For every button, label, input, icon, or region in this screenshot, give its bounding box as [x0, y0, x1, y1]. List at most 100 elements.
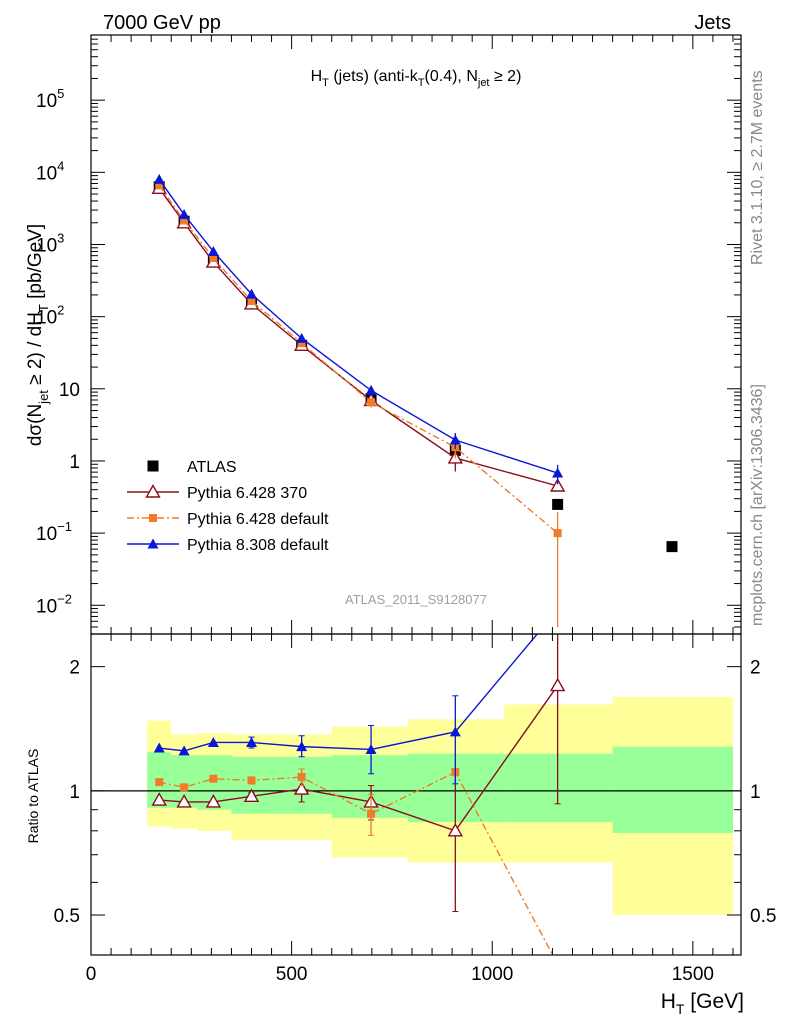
main-panel: 10−2 10−1 1 10 102 103 104 105 [36, 34, 742, 635]
data-point [247, 296, 256, 305]
ratio-point [178, 745, 190, 756]
legend-label: ATLAS [187, 459, 237, 476]
data-point [209, 253, 218, 262]
data-point [365, 384, 377, 395]
data-point [245, 288, 257, 299]
ratio-y-tick-label: 0.5 [54, 906, 80, 927]
ratio-series-2 [153, 634, 539, 785]
y-tick-label: 10−2 [36, 591, 72, 617]
ratio-point [205, 794, 222, 808]
legend-marker [149, 514, 157, 522]
data-point [207, 245, 219, 256]
ratio-y-tick-label-right: 2 [750, 658, 761, 679]
ratio-point [153, 742, 165, 753]
data-point [296, 332, 308, 343]
main-title-text: HT (jets) (anti-kT(0.4), Njet ≥ 2) [311, 68, 522, 89]
y-tick-label: 103 [36, 230, 64, 256]
series-line [158, 178, 558, 474]
ratio-line [159, 685, 559, 832]
ratio-point [151, 792, 167, 806]
ratio-point [449, 726, 461, 737]
band-green [231, 756, 272, 814]
main-series-2 [155, 181, 562, 628]
ratio-point [247, 776, 256, 785]
x-axis-title: HT [GeV] [661, 990, 744, 1017]
main-title: HT (jets) (anti-kT(0.4), Njet ≥ 2) [311, 68, 522, 89]
ratio-point [293, 781, 310, 795]
band-green [331, 755, 408, 818]
data-point [155, 181, 164, 190]
watermark: ATLAS_2011_S9128077 [345, 592, 487, 607]
ratio-point [365, 743, 377, 754]
ratio-area [91, 634, 741, 968]
ratio-panel: 0 500 1000 1500 0.5 0.5 1 1 2 2 [54, 633, 776, 985]
main-ylabel-text: dσ(Njet ≥ 2) / dHT [pb/GeV] [25, 224, 51, 446]
x-tick-label: 0 [86, 964, 97, 985]
ratio-point [554, 960, 562, 968]
y-tick-label: 102 [36, 303, 64, 329]
header-left: 7000 GeV pp [103, 12, 221, 34]
ratio-point [297, 773, 306, 782]
x-axis-title-text: HT [GeV] [661, 990, 744, 1017]
y-tick-label: 10−1 [36, 519, 72, 545]
ratio-point [209, 774, 218, 783]
ratio-ylabel: Ratio to ATLAS [25, 749, 41, 844]
legend: ATLAS Pythia 6.428 370 Pythia 6.428 defaul… [127, 459, 329, 554]
legend-entry: Pythia 6.428 370 [127, 484, 307, 502]
side-label-mcplots: mcplots.cern.ch [arXiv:1306.3436] [749, 384, 766, 626]
ratio-point [367, 809, 376, 818]
header: 7000 GeV pp Jets Rivet 3.1.10, ≥ 2.7M ev… [103, 12, 766, 626]
legend-label: Pythia 6.428 370 [187, 485, 307, 502]
series-line [158, 184, 559, 534]
legend-entry: Pythia 6.428 default [127, 511, 329, 528]
ratio-point [549, 677, 566, 692]
series-line [158, 187, 558, 487]
ratio-series-1 [155, 768, 562, 968]
ratio-point [296, 741, 308, 752]
legend-label: Pythia 8.308 default [187, 537, 329, 554]
ratio-point [155, 778, 164, 787]
data-point [552, 467, 564, 478]
data-point [178, 209, 190, 220]
ratio-point [176, 794, 192, 808]
main-series-1 [151, 180, 566, 492]
ratio-frame [90, 633, 742, 956]
legend-label: Pythia 6.428 default [187, 511, 329, 528]
band-green [504, 753, 613, 823]
data-point [153, 173, 165, 184]
main-ylabel: dσ(Njet ≥ 2) / dHT [pb/GeV] [25, 224, 51, 446]
y-tick-label: 10 [59, 380, 80, 401]
ratio-y-tick-label-right: 0.5 [750, 906, 776, 927]
side-label-rivet: Rivet 3.1.10, ≥ 2.7M events [749, 70, 766, 265]
data-point [552, 498, 564, 510]
ratio-y-tick-label: 1 [69, 782, 80, 803]
y-tick-label: 105 [36, 86, 64, 112]
legend-entry: ATLAS [147, 459, 237, 476]
y-tick-label: 1 [69, 452, 80, 473]
legend-marker [147, 460, 159, 472]
legend-entry: Pythia 8.308 default [127, 537, 329, 554]
legend-marker [145, 484, 161, 498]
y-tick-label: 104 [36, 158, 64, 184]
ratio-point [180, 783, 189, 792]
main-series-area [151, 173, 678, 628]
ratio-point [245, 736, 257, 747]
data-point [297, 339, 306, 348]
header-right: Jets [694, 12, 731, 34]
x-tick-label: 500 [276, 964, 308, 985]
ratio-point [447, 822, 464, 837]
ratio-y-tick-label: 2 [69, 658, 80, 679]
legend-marker [147, 538, 159, 549]
ratio-y-tick-label-right: 1 [750, 782, 761, 803]
ratio-point [243, 788, 260, 803]
data-point [180, 216, 189, 225]
ratio-line [159, 771, 554, 955]
band-green [612, 746, 733, 834]
data-point [367, 398, 376, 407]
ratio-point [207, 736, 219, 747]
data-point [666, 541, 678, 553]
main-series-3 [153, 173, 564, 485]
data-point [449, 434, 461, 445]
data-point [549, 478, 566, 492]
